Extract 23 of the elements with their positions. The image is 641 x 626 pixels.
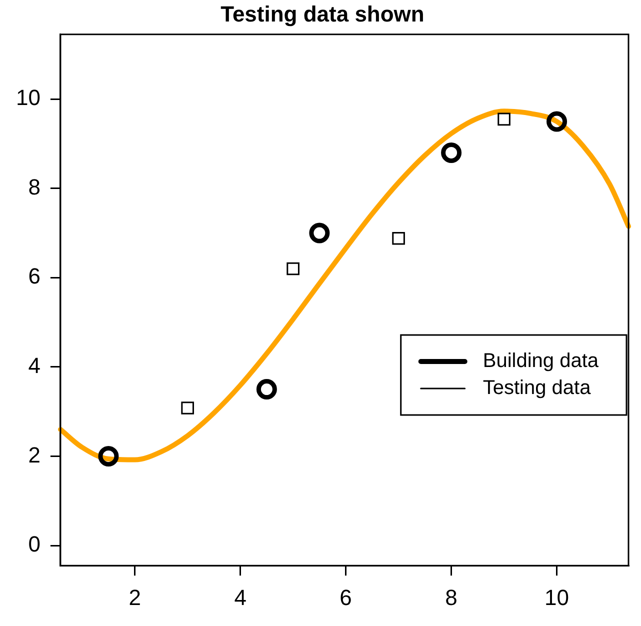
y-tick-label: 8 — [28, 174, 40, 200]
x-tick-label: 2 — [128, 584, 141, 610]
point — [309, 222, 330, 244]
point — [546, 111, 568, 132]
point — [256, 379, 277, 400]
y-tick-label: 6 — [28, 264, 40, 289]
x-tick-label: 10 — [544, 584, 570, 610]
y-tick-label: 0 — [28, 532, 40, 557]
y-tick-label: 10 — [16, 85, 40, 110]
chart-title: Testing data shown — [220, 1, 424, 26]
x-tick-label: 6 — [340, 584, 352, 610]
point — [181, 402, 194, 414]
y-tick-label: 2 — [28, 442, 40, 468]
x-tick-label: 4 — [234, 584, 246, 610]
point — [498, 112, 510, 126]
point — [286, 262, 300, 276]
legend-label: Building data — [482, 350, 600, 372]
legend-label: Testing data — [482, 377, 592, 400]
point — [392, 232, 405, 245]
point — [441, 142, 462, 163]
point — [98, 446, 119, 466]
y-tick-label: 4 — [28, 353, 40, 378]
x-tick-label: 8 — [445, 584, 458, 610]
